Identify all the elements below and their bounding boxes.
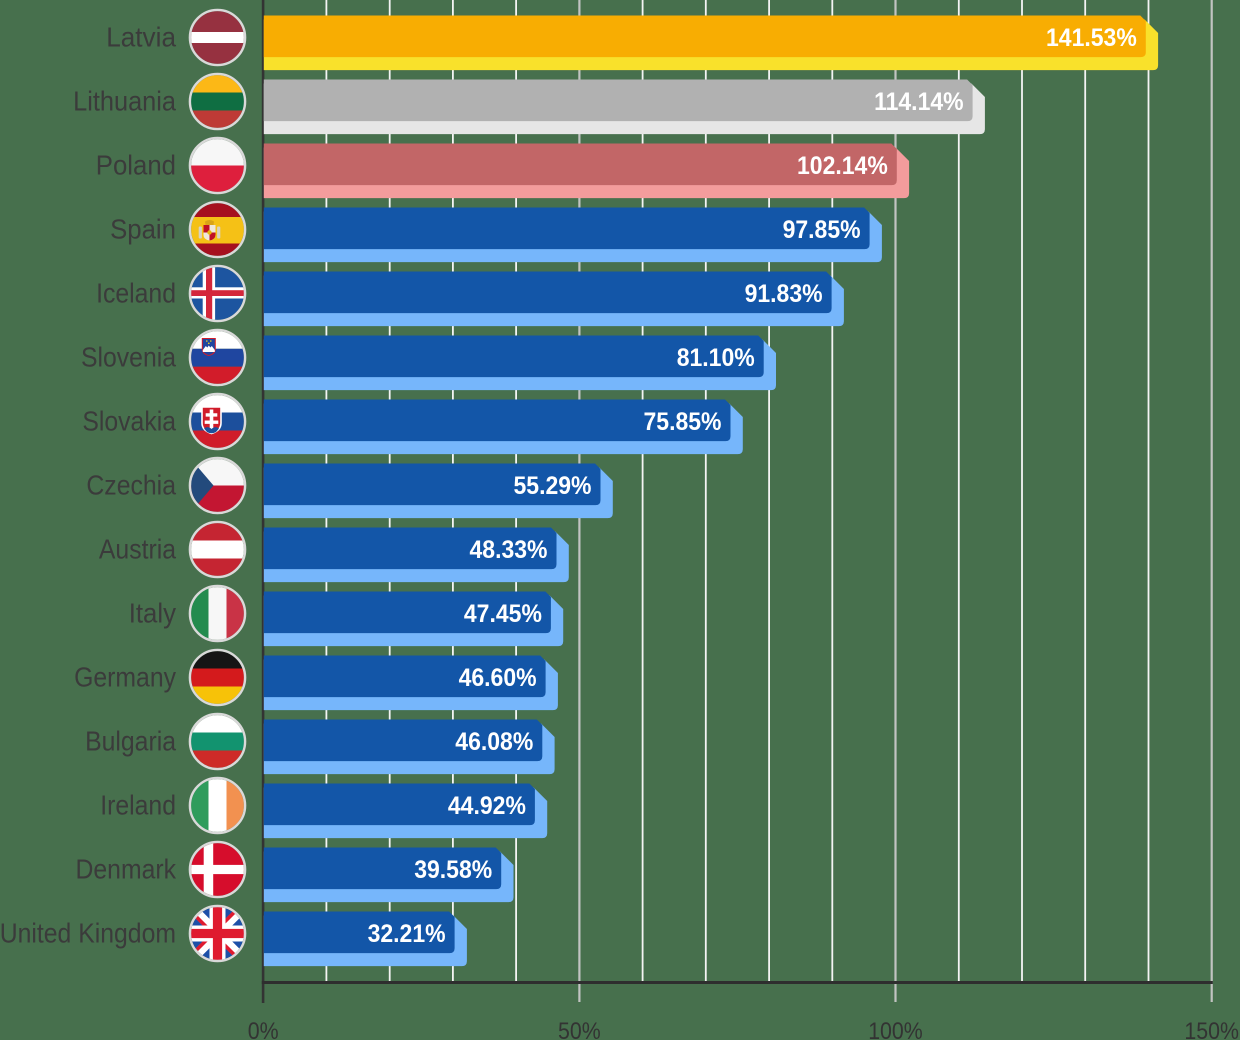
svg-text:91.83%: 91.83%	[745, 280, 823, 308]
svg-text:Poland: Poland	[96, 150, 176, 181]
svg-text:Iceland: Iceland	[96, 278, 176, 309]
svg-text:46.60%: 46.60%	[459, 664, 537, 692]
svg-text:0%: 0%	[248, 1018, 279, 1040]
svg-text:102.14%: 102.14%	[797, 152, 888, 180]
svg-text:47.45%: 47.45%	[464, 600, 542, 628]
svg-text:Czechia: Czechia	[86, 470, 176, 501]
svg-text:Austria: Austria	[99, 534, 176, 565]
svg-text:114.14%: 114.14%	[874, 88, 964, 116]
svg-text:United Kingdom: United Kingdom	[0, 918, 176, 949]
svg-text:141.53%: 141.53%	[1046, 24, 1137, 52]
svg-text:150%: 150%	[1184, 1018, 1239, 1040]
svg-text:55.29%: 55.29%	[514, 472, 592, 500]
svg-text:32.21%: 32.21%	[368, 920, 446, 948]
svg-text:81.10%: 81.10%	[677, 344, 755, 372]
svg-text:Ireland: Ireland	[100, 790, 176, 821]
svg-text:Spain: Spain	[110, 214, 176, 245]
svg-text:97.85%: 97.85%	[783, 216, 861, 244]
svg-text:75.85%: 75.85%	[644, 408, 722, 436]
svg-text:Germany: Germany	[74, 662, 176, 693]
svg-text:44.92%: 44.92%	[448, 792, 526, 820]
svg-text:39.58%: 39.58%	[414, 856, 492, 884]
svg-text:Lithuania: Lithuania	[73, 86, 176, 117]
svg-text:Slovakia: Slovakia	[82, 406, 176, 437]
svg-text:Slovenia: Slovenia	[81, 342, 176, 373]
svg-text:Bulgaria: Bulgaria	[85, 726, 176, 757]
svg-text:Italy: Italy	[129, 598, 176, 629]
svg-text:50%: 50%	[558, 1018, 601, 1040]
svg-text:46.08%: 46.08%	[455, 728, 533, 756]
svg-text:Denmark: Denmark	[76, 854, 177, 885]
svg-text:48.33%: 48.33%	[470, 536, 548, 564]
svg-text:Latvia: Latvia	[106, 22, 176, 53]
svg-text:100%: 100%	[868, 1018, 923, 1040]
